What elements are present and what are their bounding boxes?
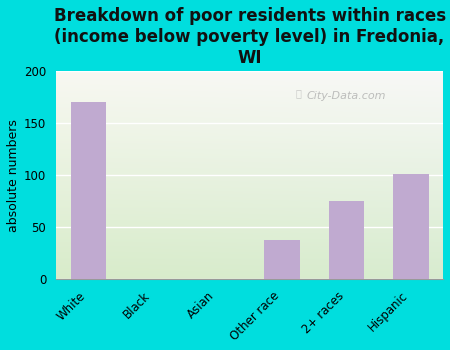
- Bar: [71, 102, 106, 279]
- Y-axis label: absolute numbers: absolute numbers: [7, 119, 20, 232]
- Title: Breakdown of poor residents within races
(income below poverty level) in Fredoni: Breakdown of poor residents within races…: [54, 7, 446, 66]
- Bar: [393, 174, 428, 279]
- Text: 🌐: 🌐: [296, 88, 302, 98]
- Bar: [264, 240, 300, 279]
- Text: City-Data.com: City-Data.com: [306, 91, 386, 101]
- Bar: [328, 201, 364, 279]
